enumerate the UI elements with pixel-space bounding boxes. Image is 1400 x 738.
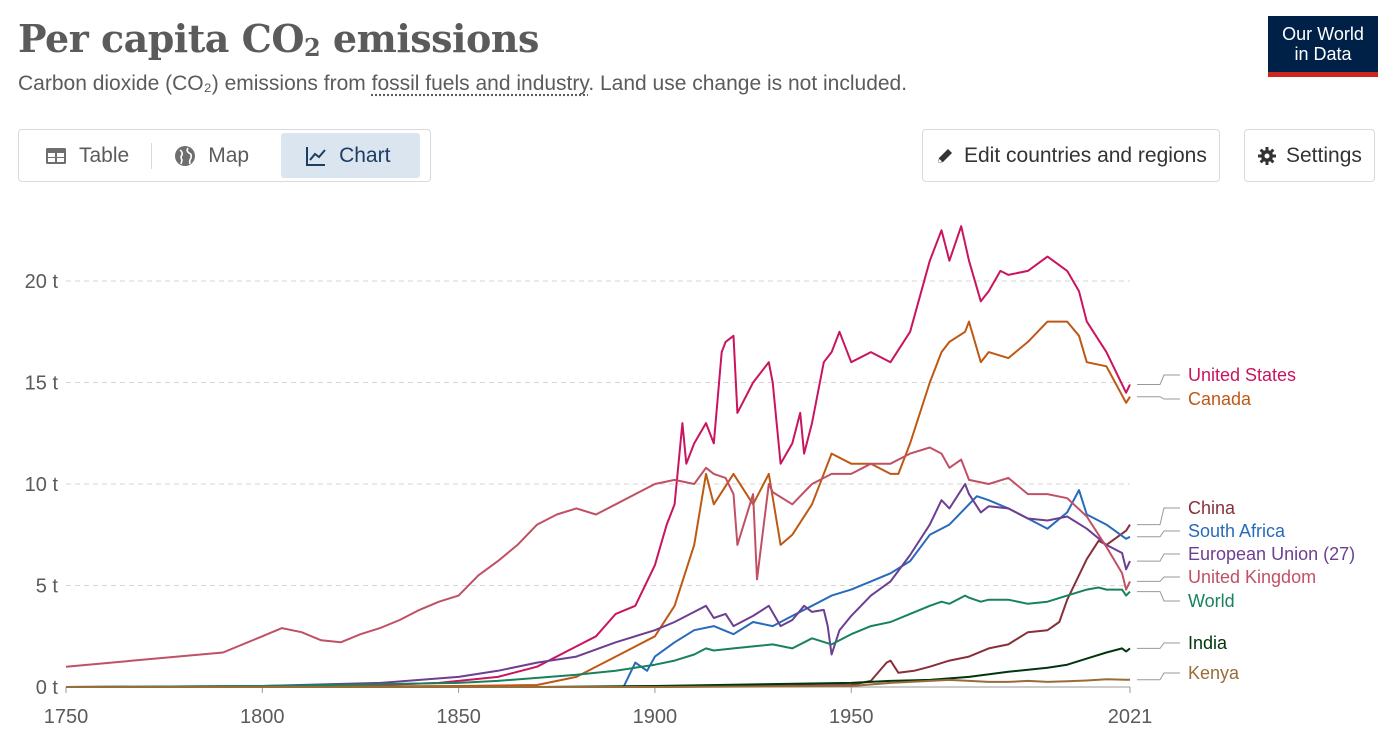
tab-chart-label: Chart bbox=[339, 143, 391, 167]
label-connector bbox=[1137, 530, 1180, 538]
label-connector bbox=[1137, 672, 1180, 681]
x-tick-label: 1950 bbox=[829, 706, 874, 728]
label-connector bbox=[1137, 553, 1180, 562]
title-main: Per capita CO bbox=[18, 16, 305, 61]
logo-line1: Our World bbox=[1282, 24, 1364, 44]
series-label-united-states[interactable]: United States bbox=[1188, 365, 1296, 385]
series-labels: United States Canada China South Africa Euro… bbox=[1137, 365, 1355, 683]
series-label-south-africa[interactable]: South Africa bbox=[1188, 521, 1286, 541]
chart-title: Per capita CO2 emissions bbox=[18, 16, 539, 62]
line-chart: 0 t 5 t 10 t 15 t 20 t 1750 1800 1850 1900 1950 2… bbox=[25, 225, 1355, 728]
table-icon bbox=[46, 147, 66, 164]
x-tick-label: 1900 bbox=[633, 706, 678, 728]
logo-line2: in Data bbox=[1294, 44, 1352, 64]
series-line-european-union-27[interactable] bbox=[65, 483, 1131, 688]
fossil-fuels-link[interactable]: fossil fuels and industry bbox=[371, 72, 589, 95]
gridlines bbox=[66, 280, 1130, 586]
series-label-china[interactable]: China bbox=[1188, 498, 1236, 518]
series-line-world[interactable] bbox=[65, 586, 1131, 688]
tab-map-label: Map bbox=[208, 143, 250, 167]
settings-label: Settings bbox=[1286, 143, 1362, 167]
series-line-canada[interactable] bbox=[262, 320, 1131, 688]
chart-subtitle: Carbon dioxide (CO₂) emissions from foss… bbox=[18, 72, 907, 96]
edit-countries-label: Edit countries and regions bbox=[964, 143, 1207, 167]
x-tick-label: 2021 bbox=[1108, 706, 1153, 728]
y-tick-label: 15 t bbox=[25, 373, 59, 395]
series-label-india[interactable]: India bbox=[1188, 633, 1228, 653]
label-connector bbox=[1137, 374, 1180, 385]
series-label-world[interactable]: World bbox=[1188, 591, 1235, 611]
x-tick-label: 1750 bbox=[44, 706, 89, 728]
tab-table-label: Table bbox=[79, 143, 130, 167]
series-label-canada[interactable]: Canada bbox=[1188, 389, 1252, 409]
view-tabs: Table Map Chart bbox=[18, 129, 431, 182]
subtitle-pre: Carbon dioxide (CO₂) emissions from bbox=[18, 72, 372, 95]
edit-countries-button[interactable]: Edit countries and regions bbox=[922, 129, 1220, 182]
series-label-european-union-27[interactable]: European Union (27) bbox=[1188, 544, 1355, 564]
y-axis-ticks: 0 t 5 t 10 t 15 t 20 t bbox=[25, 271, 59, 699]
y-tick-label: 0 t bbox=[36, 677, 59, 699]
x-tick-label: 1850 bbox=[436, 706, 481, 728]
y-tick-label: 10 t bbox=[25, 474, 59, 496]
x-axis: 1750 1800 1850 1900 1950 2021 bbox=[44, 686, 1153, 728]
gear-icon bbox=[1258, 146, 1276, 165]
series-line-south-africa[interactable] bbox=[66, 489, 1131, 688]
tab-chart[interactable]: Chart bbox=[281, 133, 421, 178]
tab-table[interactable]: Table bbox=[23, 133, 151, 178]
tab-divider bbox=[151, 142, 153, 169]
y-tick-label: 20 t bbox=[25, 271, 59, 293]
series-line-china[interactable] bbox=[66, 524, 1131, 688]
line-chart-icon bbox=[306, 146, 326, 166]
series-label-united-kingdom[interactable]: United Kingdom bbox=[1188, 567, 1316, 587]
title-tail: emissions bbox=[320, 16, 539, 61]
y-tick-label: 5 t bbox=[36, 576, 59, 598]
globe-icon bbox=[175, 145, 196, 166]
title-subscript: 2 bbox=[304, 33, 321, 62]
series-line-kenya[interactable] bbox=[66, 678, 1130, 688]
series-line-united-kingdom[interactable] bbox=[65, 446, 1131, 668]
label-connector bbox=[1137, 396, 1180, 400]
label-connector bbox=[1137, 642, 1180, 649]
series-label-kenya[interactable]: Kenya bbox=[1188, 663, 1240, 683]
tab-map[interactable]: Map bbox=[152, 133, 271, 178]
x-tick-label: 1800 bbox=[240, 706, 285, 728]
pencil-icon bbox=[938, 148, 952, 163]
subtitle-post: . Land use change is not included. bbox=[588, 72, 908, 95]
label-connector bbox=[1137, 507, 1180, 526]
series-line-united-states[interactable] bbox=[262, 225, 1131, 687]
label-connector bbox=[1137, 591, 1180, 602]
label-connector bbox=[1137, 576, 1180, 582]
series-lines bbox=[65, 225, 1131, 688]
owid-logo[interactable]: Our World in Data bbox=[1268, 16, 1378, 77]
settings-button[interactable]: Settings bbox=[1244, 129, 1375, 182]
